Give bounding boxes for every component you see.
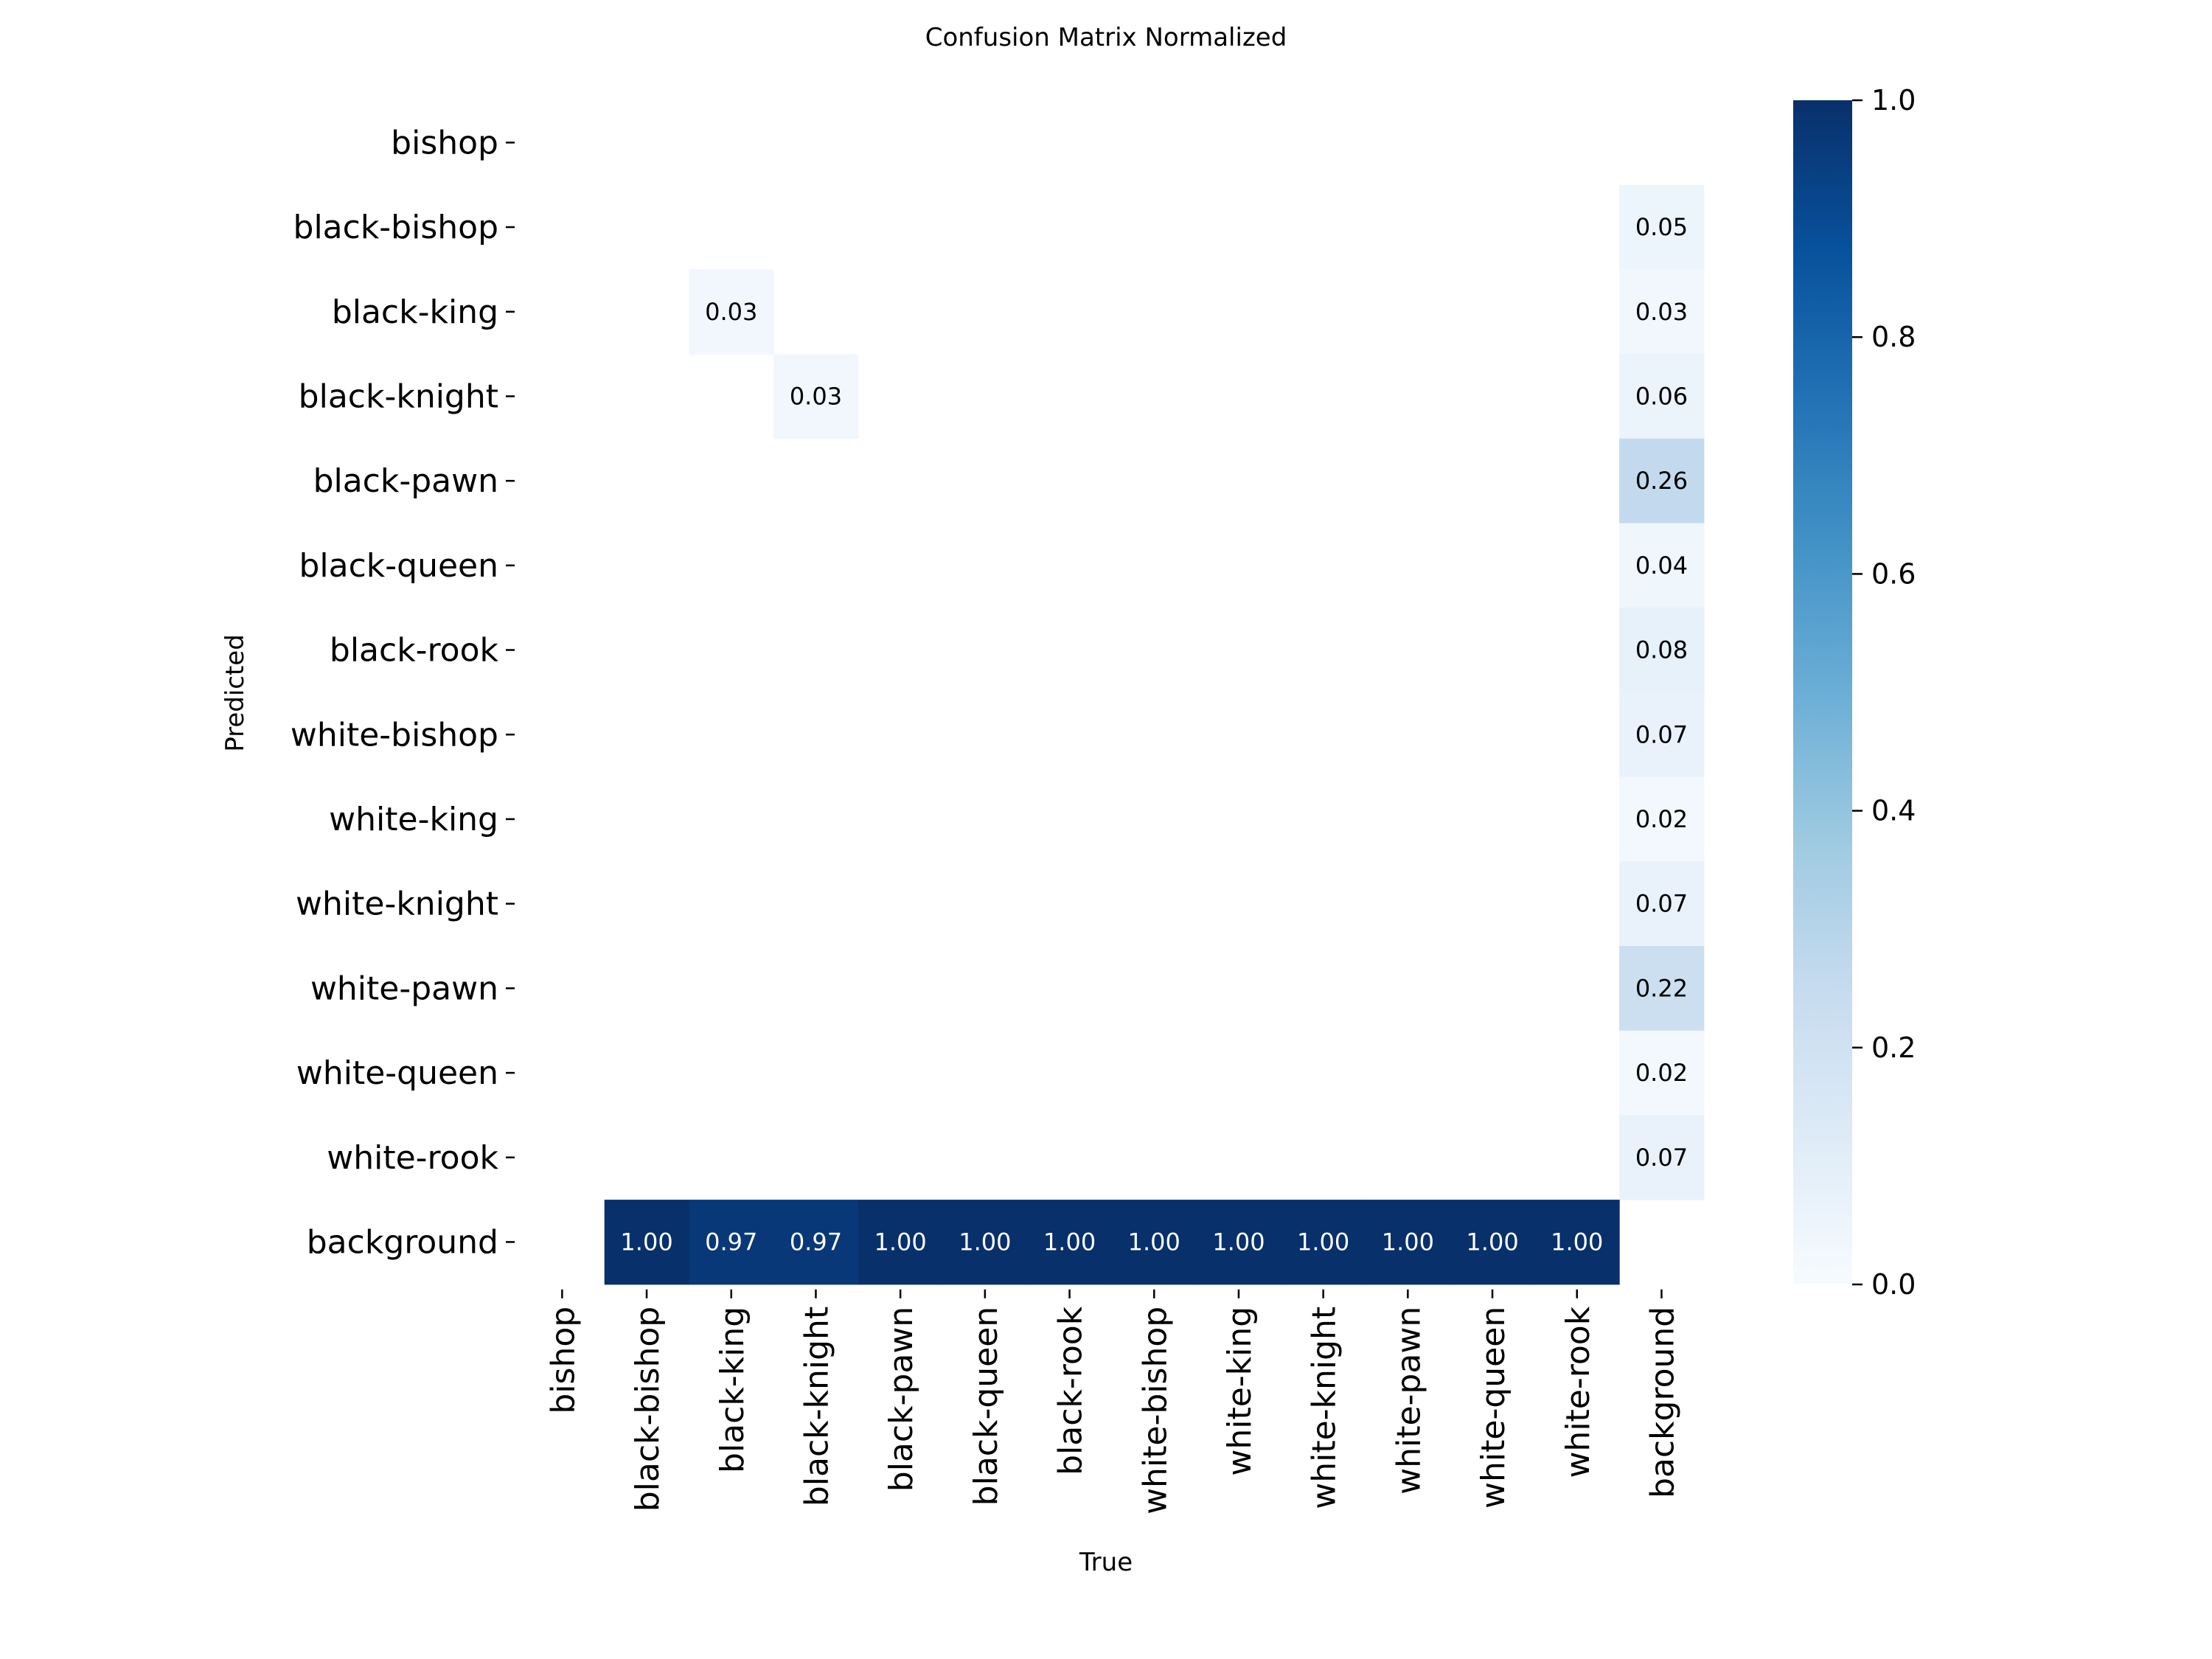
cell-value-label: 0.05 xyxy=(1635,213,1688,241)
y-tick-labels: bishop black-bishop black-king black-knight… xyxy=(291,124,515,1261)
colorbar-tick-label: 0.0 xyxy=(1871,1268,1916,1301)
y-tick-label: black-queen xyxy=(299,547,498,585)
x-tick-labels: bishop black-bishop black-king black-knight… xyxy=(544,1289,1681,1514)
y-tick-label: black-bishop xyxy=(293,209,498,246)
heatmap-cell xyxy=(1534,1200,1620,1285)
x-tick-label: white-pawn xyxy=(1390,1307,1427,1495)
cell-value-label: 1.00 xyxy=(874,1228,927,1256)
heatmap-cell xyxy=(942,1200,1028,1285)
x-tick-label: white-queen xyxy=(1475,1307,1512,1509)
x-tick-label: white-knight xyxy=(1306,1307,1343,1509)
colorbar-tick-label: 0.2 xyxy=(1871,1032,1916,1064)
x-tick-label: white-bishop xyxy=(1136,1307,1174,1514)
cell-value-label: 0.07 xyxy=(1635,720,1688,748)
y-tick-label: white-queen xyxy=(296,1054,498,1092)
heatmap-cell xyxy=(1027,1200,1113,1285)
heatmap-cell xyxy=(1619,776,1705,862)
cell-value-label: 0.06 xyxy=(1635,382,1688,410)
cell-value-label: 0.03 xyxy=(790,382,842,410)
cell-value-label: 0.97 xyxy=(705,1228,757,1256)
y-tick-label: white-rook xyxy=(327,1139,498,1177)
heatmap-cell xyxy=(1619,523,1705,608)
cell-value-label: 0.07 xyxy=(1635,1144,1688,1172)
y-tick-label: white-knight xyxy=(296,886,498,923)
colorbar xyxy=(1793,100,1852,1284)
heatmap-cell xyxy=(1111,1200,1197,1285)
x-axis-label: True xyxy=(1079,1548,1133,1577)
y-axis-label: Predicted xyxy=(220,634,250,752)
y-tick-label: black-king xyxy=(332,293,498,331)
cell-value-label: 0.26 xyxy=(1635,467,1688,495)
y-tick-label: background xyxy=(307,1223,498,1261)
cell-value-label: 1.00 xyxy=(1043,1228,1096,1256)
y-tick-label: bishop xyxy=(391,124,498,161)
heatmap-cell xyxy=(1619,946,1705,1032)
cell-value-label: 0.97 xyxy=(790,1228,842,1256)
heatmap-cell xyxy=(604,1200,689,1285)
colorbar-ticks: 0.0 0.2 0.4 0.6 0.8 1.0 xyxy=(1852,84,1916,1301)
heatmap-cell xyxy=(1366,1200,1451,1285)
cell-value-label: 0.02 xyxy=(1635,1059,1688,1087)
cell-value-label: 1.00 xyxy=(1382,1228,1434,1256)
cell-value-label: 0.07 xyxy=(1635,890,1688,918)
x-tick-label: black-bishop xyxy=(629,1307,667,1512)
colorbar-tick-label: 0.8 xyxy=(1871,321,1916,353)
cell-value-label: 1.00 xyxy=(959,1228,1011,1256)
heatmap-cell xyxy=(1619,1115,1705,1200)
cell-value-label: 0.22 xyxy=(1635,974,1688,1002)
heatmap-cell xyxy=(1619,1030,1705,1116)
x-tick-label: black-pawn xyxy=(883,1307,920,1492)
y-tick-label: white-king xyxy=(329,801,498,838)
x-tick-label: white-rook xyxy=(1559,1306,1597,1478)
cell-value-label: 1.00 xyxy=(1128,1228,1180,1256)
heatmap-cell xyxy=(1619,354,1705,439)
x-tick-label: white-king xyxy=(1221,1307,1259,1476)
y-tick-label: black-pawn xyxy=(313,462,498,500)
cell-value-label: 1.00 xyxy=(620,1228,672,1256)
x-tick-label: black-knight xyxy=(798,1307,835,1506)
heatmap-cell xyxy=(1281,1200,1366,1285)
cell-value-label: 0.02 xyxy=(1635,805,1688,833)
cell-value-label: 1.00 xyxy=(1551,1228,1603,1256)
heatmap-cell xyxy=(1619,184,1705,270)
cell-value-label: 0.03 xyxy=(705,298,757,326)
y-tick-label: white-bishop xyxy=(291,716,498,754)
heatmap-cells: 0.05 0.03 0.03 0.03 0.06 0.26 0.04 0.08 0.07 0.02… xyxy=(604,184,1705,1285)
cell-value-label: 1.00 xyxy=(1212,1228,1265,1256)
cell-value-label: 1.00 xyxy=(1466,1228,1518,1256)
colorbar-tick-label: 0.6 xyxy=(1871,557,1916,590)
colorbar-tick-label: 0.4 xyxy=(1871,795,1916,827)
x-tick-label: bishop xyxy=(544,1307,582,1414)
colorbar-tick-label: 1.0 xyxy=(1871,84,1916,116)
x-tick-label: background xyxy=(1644,1307,1681,1498)
heatmap-cell xyxy=(1619,438,1705,524)
heatmap-cell xyxy=(773,354,859,439)
chart-title: Confusion Matrix Normalized xyxy=(925,23,1287,52)
x-tick-label: black-king xyxy=(714,1307,751,1473)
heatmap-cell xyxy=(773,1200,859,1285)
heatmap-cell xyxy=(1619,608,1705,693)
y-tick-label: white-pawn xyxy=(310,970,498,1007)
x-tick-label: black-queen xyxy=(967,1307,1005,1506)
heatmap-cell xyxy=(1619,861,1705,947)
heatmap-cell xyxy=(1619,692,1705,778)
cell-value-label: 0.08 xyxy=(1635,636,1688,664)
heatmap-cell xyxy=(1619,269,1705,355)
heatmap-cell xyxy=(1196,1200,1281,1285)
y-tick-label: black-knight xyxy=(299,378,498,415)
heatmap-cell xyxy=(689,1200,774,1285)
heatmap-cell xyxy=(858,1200,944,1285)
cell-value-label: 0.04 xyxy=(1635,552,1688,580)
cell-value-label: 0.03 xyxy=(1635,298,1688,326)
heatmap-cell xyxy=(1450,1200,1535,1285)
heatmap-cell xyxy=(689,269,774,355)
y-tick-label: black-rook xyxy=(330,632,499,669)
x-tick-label: black-rook xyxy=(1052,1306,1090,1475)
cell-value-label: 1.00 xyxy=(1297,1228,1349,1256)
